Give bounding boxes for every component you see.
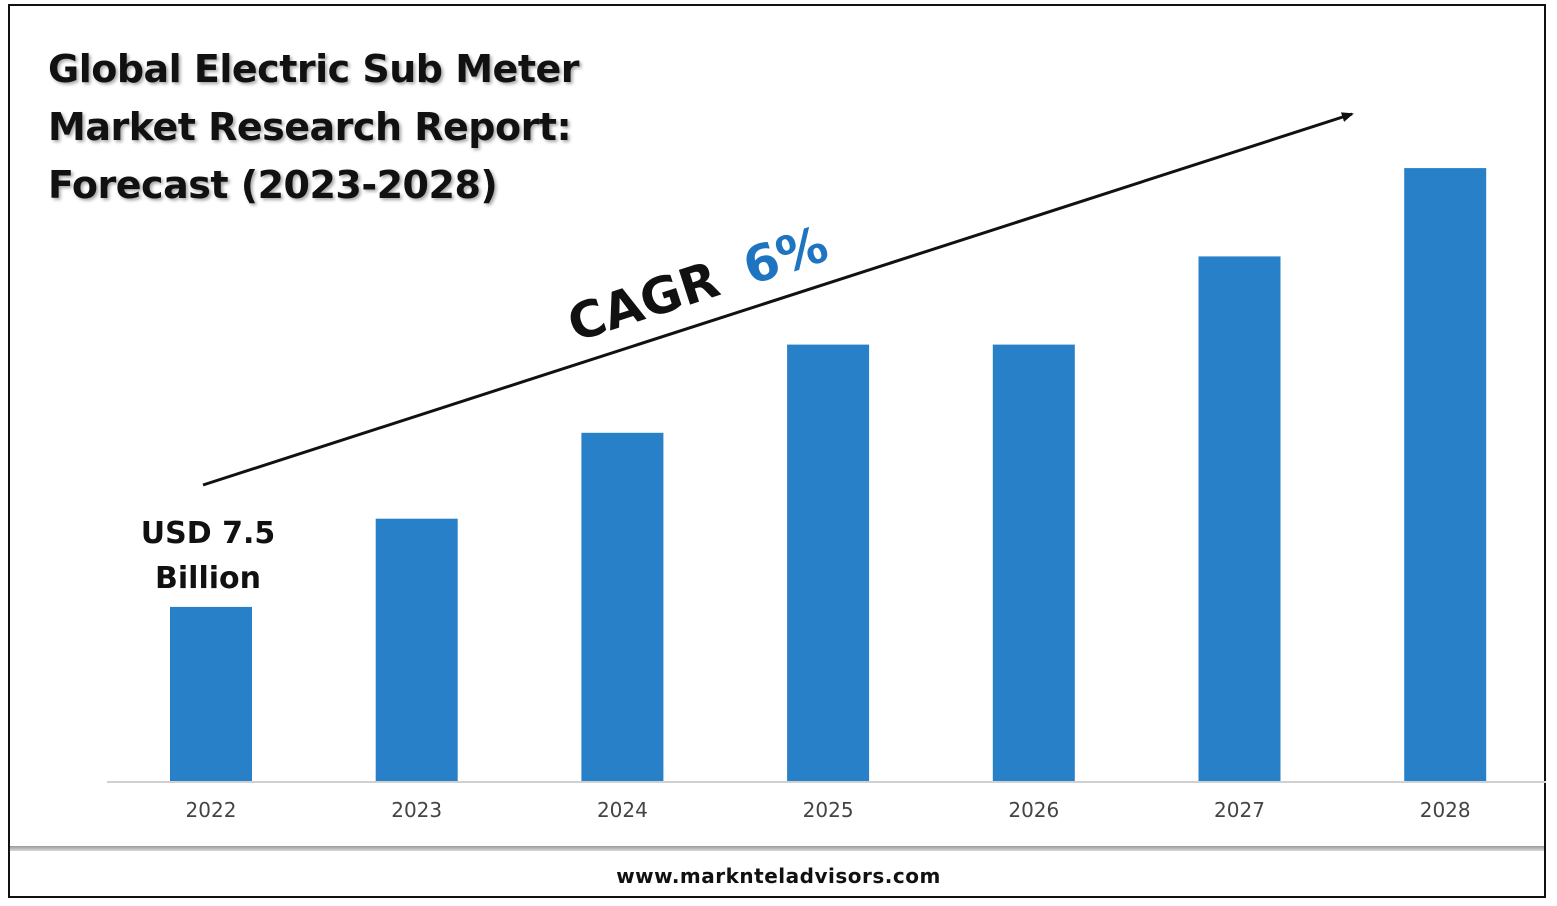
bar-2023 bbox=[375, 518, 458, 781]
cagr-label: CAGR 6% bbox=[561, 215, 835, 353]
x-tick-2025: 2025 bbox=[803, 798, 854, 822]
x-tick-2028: 2028 bbox=[1420, 798, 1471, 822]
svg-text:CAGR 6%: CAGR 6% bbox=[561, 215, 835, 353]
first-value-label-line1: USD 7.5 bbox=[141, 516, 275, 551]
footer-divider bbox=[10, 846, 1544, 851]
bar-2028 bbox=[1404, 168, 1487, 782]
x-tick-2027: 2027 bbox=[1214, 798, 1265, 822]
x-tick-2024: 2024 bbox=[597, 798, 648, 822]
bar-2024 bbox=[581, 432, 664, 781]
bar-2025 bbox=[787, 344, 870, 781]
bar-2027 bbox=[1198, 256, 1281, 781]
bars-layer bbox=[170, 168, 1487, 782]
chart-frame bbox=[8, 4, 1546, 898]
bar-2022 bbox=[170, 606, 252, 781]
title-line-3: Forecast (2023-2028) bbox=[48, 163, 498, 207]
cagr-prefix: CAGR bbox=[561, 250, 726, 353]
title-line-1: Global Electric Sub Meter bbox=[48, 47, 580, 91]
x-tick-2026: 2026 bbox=[1008, 798, 1059, 822]
bar-2026 bbox=[992, 344, 1075, 781]
x-tick-2022: 2022 bbox=[186, 798, 237, 822]
x-tick-labels: 2022 2023 2024 2025 2026 2027 2028 bbox=[186, 798, 1471, 822]
first-value-label-line2: Billion bbox=[155, 561, 261, 596]
footer-url[interactable]: www.marknteladvisors.com bbox=[616, 864, 941, 888]
title-line-2: Market Research Report: bbox=[48, 105, 572, 149]
x-tick-2023: 2023 bbox=[391, 798, 442, 822]
chart-title: Global Electric Sub Meter Market Researc… bbox=[48, 40, 648, 214]
trend-arrow bbox=[202, 112, 1354, 487]
